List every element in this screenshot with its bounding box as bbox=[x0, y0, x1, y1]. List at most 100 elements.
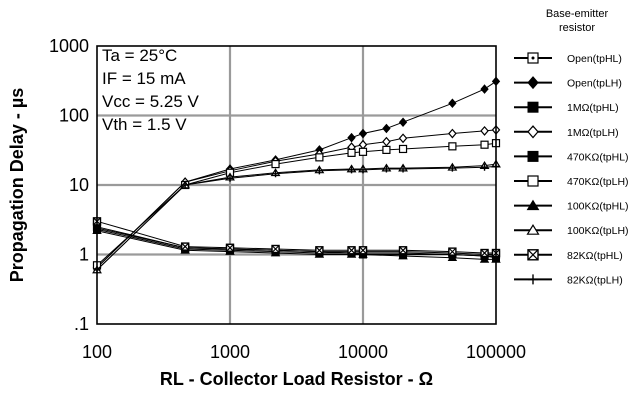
open-diamond-marker bbox=[398, 133, 408, 144]
x-square-marker-cross bbox=[480, 249, 489, 257]
y-tick-label: 10 bbox=[69, 175, 89, 195]
annotation-threshold-voltage: Vth = 1.5 V bbox=[102, 115, 187, 134]
data-point bbox=[398, 251, 408, 260]
plus-marker bbox=[528, 274, 538, 285]
filled-diamond-marker bbox=[358, 128, 368, 139]
open-square-marker bbox=[382, 145, 391, 154]
open-square-marker bbox=[315, 153, 324, 162]
data-point bbox=[399, 165, 407, 173]
legend-item: 1MΩ(tpHL) bbox=[514, 101, 619, 114]
plus-marker bbox=[181, 181, 189, 189]
legend-item: 470KΩ(tpLH) bbox=[514, 175, 629, 188]
legend-item: 82KΩ(tpLH) bbox=[514, 274, 623, 286]
x-tick-labels: 100 1000 10000 100000 bbox=[82, 342, 526, 362]
open-square-marker bbox=[398, 144, 408, 154]
data-point bbox=[272, 170, 280, 178]
filled-diamond-marker bbox=[527, 76, 539, 90]
data-point bbox=[448, 247, 457, 256]
x-tick-label: 100000 bbox=[466, 342, 526, 362]
x-square-marker-cross bbox=[527, 249, 539, 261]
square-dot-marker-center bbox=[531, 56, 535, 60]
data-point bbox=[398, 246, 408, 255]
series-100k-tphl- bbox=[92, 226, 501, 263]
data-point bbox=[315, 153, 324, 162]
data-point bbox=[480, 248, 489, 258]
legend-item: 100KΩ(tpHL) bbox=[514, 199, 629, 213]
y-tick-label: .1 bbox=[74, 314, 89, 334]
data-point bbox=[180, 242, 190, 251]
open-square-marker bbox=[480, 140, 489, 149]
plot-frame bbox=[96, 45, 497, 325]
legend-label: 1MΩ(tpHL) bbox=[567, 102, 619, 114]
data-point bbox=[398, 144, 408, 154]
x-tick-label: 10000 bbox=[338, 342, 388, 362]
data-point bbox=[359, 166, 367, 174]
legend-item: Open(tpLH) bbox=[514, 76, 622, 90]
data-point bbox=[358, 147, 368, 156]
data-point bbox=[448, 128, 457, 139]
open-square-marker bbox=[448, 142, 457, 151]
filled-diamond-marker bbox=[448, 98, 457, 109]
legend-label: 470KΩ(tpHL) bbox=[567, 151, 629, 163]
legend-title-line: Base-emitter bbox=[545, 8, 609, 20]
x-square-marker-cross bbox=[359, 246, 367, 255]
data-point bbox=[398, 117, 408, 128]
data-point bbox=[382, 123, 391, 134]
filled-triangle-marker bbox=[479, 254, 490, 263]
legend-item: Open(tpHL) bbox=[514, 52, 622, 65]
series-82k-tplh- bbox=[93, 162, 500, 274]
filled-triangle-marker bbox=[526, 199, 540, 211]
y-tick-labels: .1 1 10 100 1000 bbox=[49, 36, 89, 334]
open-square-marker bbox=[271, 159, 280, 169]
grid bbox=[97, 46, 496, 324]
data-point bbox=[181, 181, 189, 189]
data-point bbox=[348, 166, 356, 174]
legend-item: 1MΩ(tpLH) bbox=[514, 125, 619, 139]
data-point bbox=[271, 159, 280, 169]
x-square-marker-cross bbox=[399, 246, 407, 255]
data-point bbox=[225, 243, 235, 252]
legend: Open(tpHL) Open(tpLH) 1MΩ(tpHL) 1MΩ(tpLH) 47… bbox=[514, 52, 629, 286]
filled-diamond-marker bbox=[398, 117, 408, 128]
data-point bbox=[479, 254, 490, 263]
series-line bbox=[96, 165, 497, 271]
series-line bbox=[96, 142, 497, 266]
data-point bbox=[347, 246, 356, 255]
y-tick-label: 1 bbox=[79, 245, 89, 265]
x-square-marker-cross bbox=[181, 242, 190, 251]
data-point bbox=[448, 98, 457, 109]
data-point bbox=[315, 167, 323, 175]
legend-label: 82KΩ(tpHL) bbox=[567, 250, 623, 262]
legend-label: 82KΩ(tpLH) bbox=[567, 274, 623, 286]
x-square-marker-cross bbox=[448, 247, 457, 256]
filled-triangle-marker bbox=[398, 251, 408, 260]
data-point bbox=[347, 132, 356, 143]
plus-marker bbox=[226, 174, 234, 182]
conditions-annotation: Ta = 25°C IF = 15 mA Vcc = 5.25 V Vth = … bbox=[102, 44, 272, 136]
series-line bbox=[96, 129, 497, 268]
series-82k-tphl- bbox=[92, 217, 501, 258]
legend-item: 470KΩ(tpHL) bbox=[514, 150, 629, 163]
data-point bbox=[382, 145, 391, 154]
annotation-forward-current: IF = 15 mA bbox=[102, 69, 186, 88]
series-line bbox=[96, 163, 497, 271]
data-point bbox=[347, 148, 356, 157]
open-square-marker bbox=[358, 147, 368, 156]
filled-diamond-marker bbox=[382, 123, 391, 134]
legend-label: 470KΩ(tpLH) bbox=[567, 176, 629, 188]
filled-diamond-marker bbox=[347, 132, 356, 143]
data-point bbox=[448, 142, 457, 151]
series-line bbox=[96, 80, 497, 268]
open-diamond-marker bbox=[358, 139, 368, 150]
data-point bbox=[271, 244, 280, 254]
filled-triangle-marker bbox=[447, 253, 458, 261]
x-axis-label: RL - Collector Load Resistor - Ω bbox=[160, 369, 433, 389]
x-square-marker-cross bbox=[271, 245, 280, 253]
legend-item: 100KΩ(tpLH) bbox=[514, 224, 629, 237]
legend-label: Open(tpHL) bbox=[567, 53, 622, 65]
plus-marker bbox=[399, 165, 407, 173]
legend-label: Open(tpLH) bbox=[567, 78, 622, 90]
open-square-marker bbox=[347, 148, 356, 157]
plus-marker bbox=[272, 170, 280, 178]
